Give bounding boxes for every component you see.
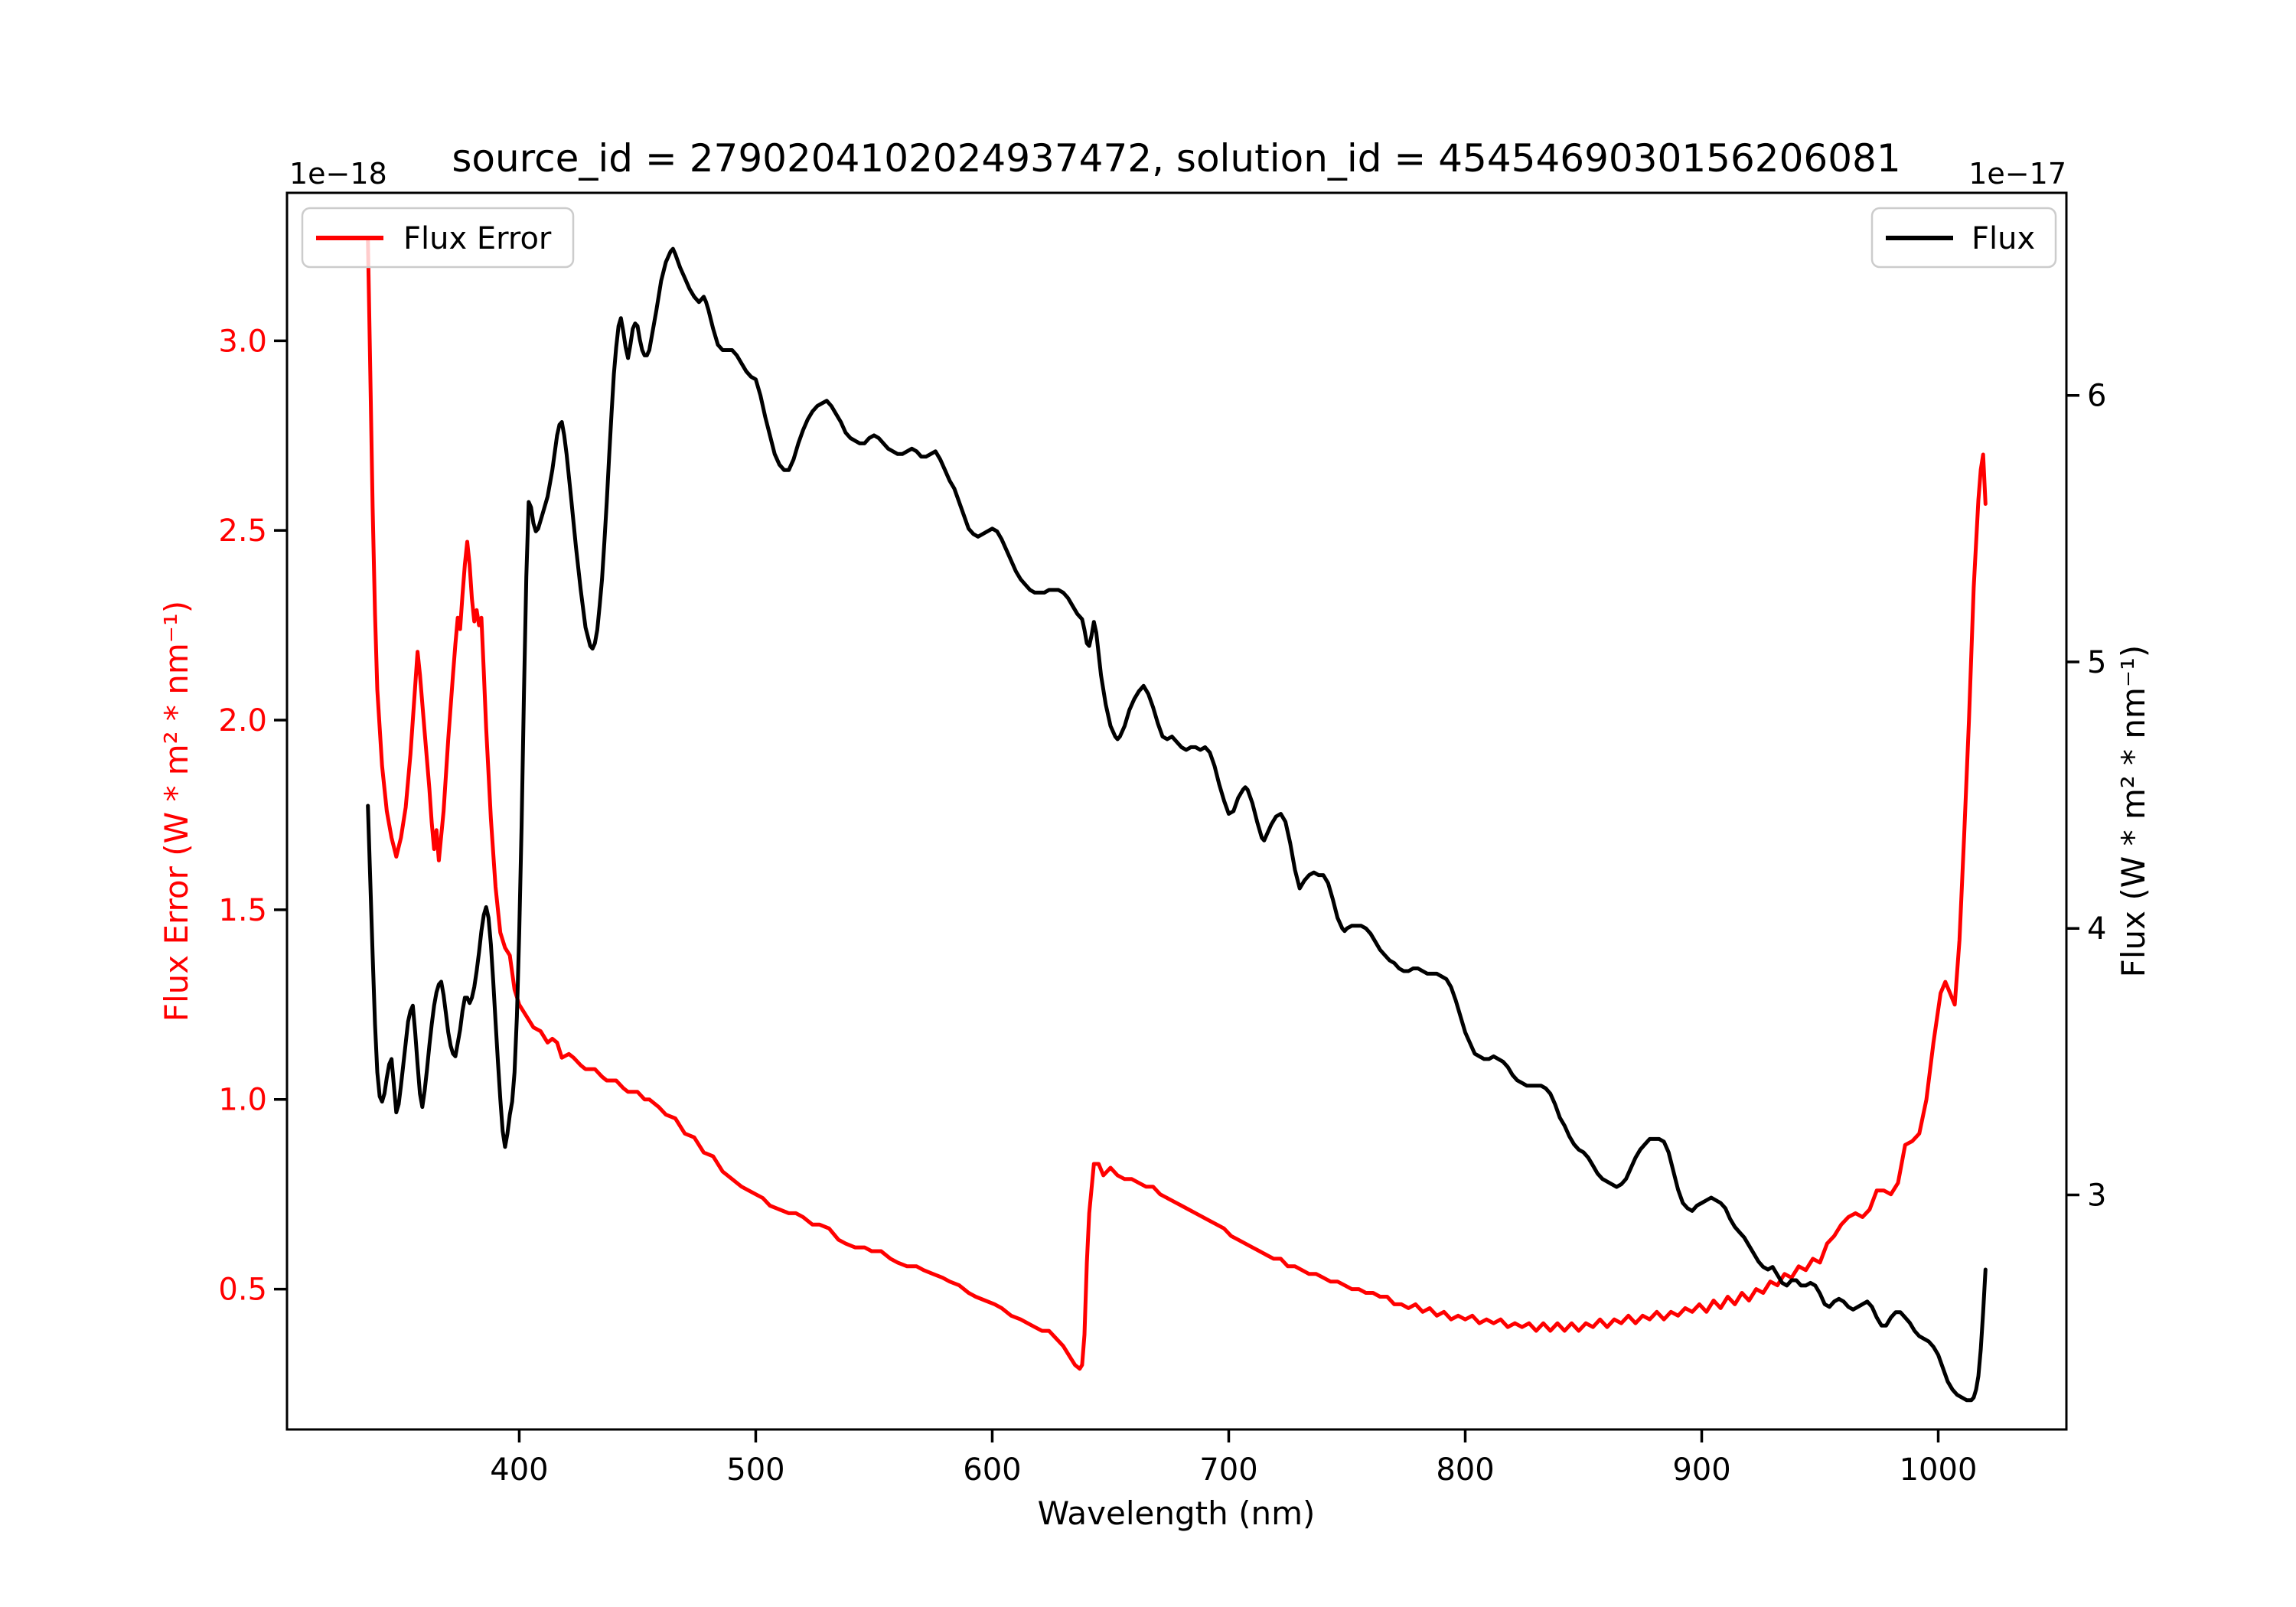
left-axis-ticks: 0.5 1.0 1.5 2.0 2.5 3.0 — [218, 324, 287, 1308]
legend-flux-box — [1870, 207, 2057, 269]
right-axis-ticks: 3 4 5 6 — [2066, 379, 2106, 1214]
x-tick-label: 800 — [1436, 1452, 1494, 1488]
left-y-tick-label: 1.5 — [218, 893, 267, 928]
left-y-tick-label: 2.5 — [218, 513, 267, 549]
plot-border — [285, 191, 2068, 1431]
x-axis-ticks: 400 500 600 700 800 900 1000 — [490, 1429, 1977, 1488]
right-axis-offset-label: 1e−17 — [1968, 157, 2066, 191]
right-y-tick-label: 5 — [2087, 645, 2106, 680]
legend-flux-label: Flux — [1971, 221, 2035, 256]
legend-flux-error-label: Flux Error — [403, 221, 552, 256]
x-tick-label: 900 — [1672, 1452, 1730, 1488]
left-y-tick-label: 1.0 — [218, 1083, 267, 1118]
series-line-flux-error — [366, 236, 1988, 1371]
legend-flux-error: Flux Error — [301, 207, 575, 269]
right-y-tick-label: 4 — [2087, 911, 2106, 947]
legend-flux-error-box — [301, 207, 575, 269]
x-tick-label: 600 — [963, 1452, 1021, 1488]
left-axis-label: Flux Error (W * m² * nm⁻¹) — [158, 601, 195, 1022]
x-tick-label: 700 — [1199, 1452, 1257, 1488]
left-axis-offset-label: 1e−18 — [289, 157, 387, 191]
x-axis-label: Wavelength (nm) — [1038, 1495, 1316, 1532]
chart-title: source_id = 2790204102024937472, solutio… — [452, 136, 1900, 181]
legend-flux: Flux — [1870, 207, 2057, 269]
right-y-tick-label: 6 — [2087, 379, 2106, 414]
x-tick-label: 1000 — [1900, 1452, 1978, 1488]
right-y-tick-label: 3 — [2087, 1178, 2106, 1214]
x-tick-label: 400 — [490, 1452, 548, 1488]
left-y-tick-label: 3.0 — [218, 324, 267, 359]
right-axis-label: Flux (W * m² * nm⁻¹) — [2115, 645, 2152, 978]
series-line-flux — [366, 246, 1988, 1403]
left-y-tick-label: 0.5 — [218, 1273, 267, 1308]
curves-layer — [366, 236, 1988, 1403]
x-tick-label: 500 — [726, 1452, 784, 1488]
left-y-tick-label: 2.0 — [218, 703, 267, 738]
